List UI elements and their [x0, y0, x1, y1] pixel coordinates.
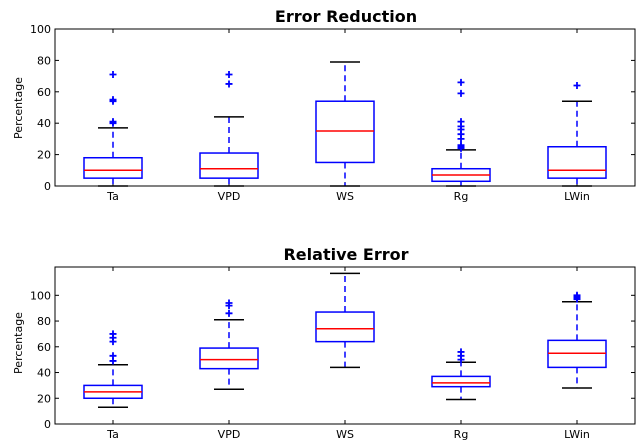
x-tick-label: Ta	[106, 190, 119, 203]
y-tick-label: 40	[37, 117, 51, 130]
y-axis-label: Percentage	[12, 77, 25, 139]
y-tick-label: 40	[37, 367, 51, 380]
outlier-marker	[457, 89, 465, 97]
outlier-marker	[457, 348, 465, 356]
box	[83, 156, 143, 179]
y-tick-label: 80	[37, 315, 51, 328]
plot-area: 0 20 40 60 80 100	[30, 267, 635, 431]
x-tick-label: LWin	[564, 428, 590, 441]
y-tick-label: 100	[30, 289, 51, 302]
y-tick-label: 100	[30, 23, 51, 36]
outlier-marker	[457, 141, 465, 149]
outlier-marker	[225, 309, 233, 317]
x-tick-label: LWin	[564, 190, 590, 203]
outlier-marker	[457, 118, 465, 126]
box	[199, 152, 259, 179]
plot-area: 0 20 40 60 80 100	[30, 23, 635, 193]
y-axis-label: Percentage	[12, 312, 25, 374]
x-tick-label: Rg	[454, 190, 469, 203]
y-tick-label: 0	[44, 418, 51, 431]
outlier-marker	[109, 96, 117, 104]
x-tick-label: VPD	[218, 428, 241, 441]
box	[315, 311, 375, 343]
outlier-marker	[109, 352, 117, 360]
x-tick-label: VPD	[218, 190, 241, 203]
x-tick-label: Rg	[454, 428, 469, 441]
box	[431, 375, 491, 388]
y-tick-label: 60	[37, 86, 51, 99]
y-tick-label: 20	[37, 149, 51, 162]
chart-error-reduction: Error Reduction Percentage 020406080100 …	[12, 7, 636, 203]
box	[547, 146, 607, 179]
outlier-marker	[225, 80, 233, 88]
x-tick-label: WS	[336, 190, 354, 203]
chart-title: Error Reduction	[275, 7, 417, 26]
y-tick-label: 60	[37, 341, 51, 354]
outlier-marker	[109, 118, 117, 126]
y-tick-label: 0	[44, 180, 51, 193]
y-tick-label: 20	[37, 392, 51, 405]
outlier-marker	[573, 82, 581, 90]
outlier-marker	[457, 78, 465, 86]
y-tick-label: 80	[37, 54, 51, 67]
box	[199, 347, 259, 370]
x-tick-label: Ta	[106, 428, 119, 441]
outlier-marker	[225, 299, 233, 307]
outlier-marker	[109, 71, 117, 79]
x-tick-label: WS	[336, 428, 354, 441]
outlier-marker	[225, 71, 233, 79]
outlier-marker	[109, 330, 117, 338]
box	[315, 100, 375, 164]
outlier-marker	[573, 291, 581, 299]
chart-relative-error: Relative Error Percentage 0 20 40 60 80 100 T…	[12, 245, 636, 441]
chart-title: Relative Error	[283, 245, 408, 264]
